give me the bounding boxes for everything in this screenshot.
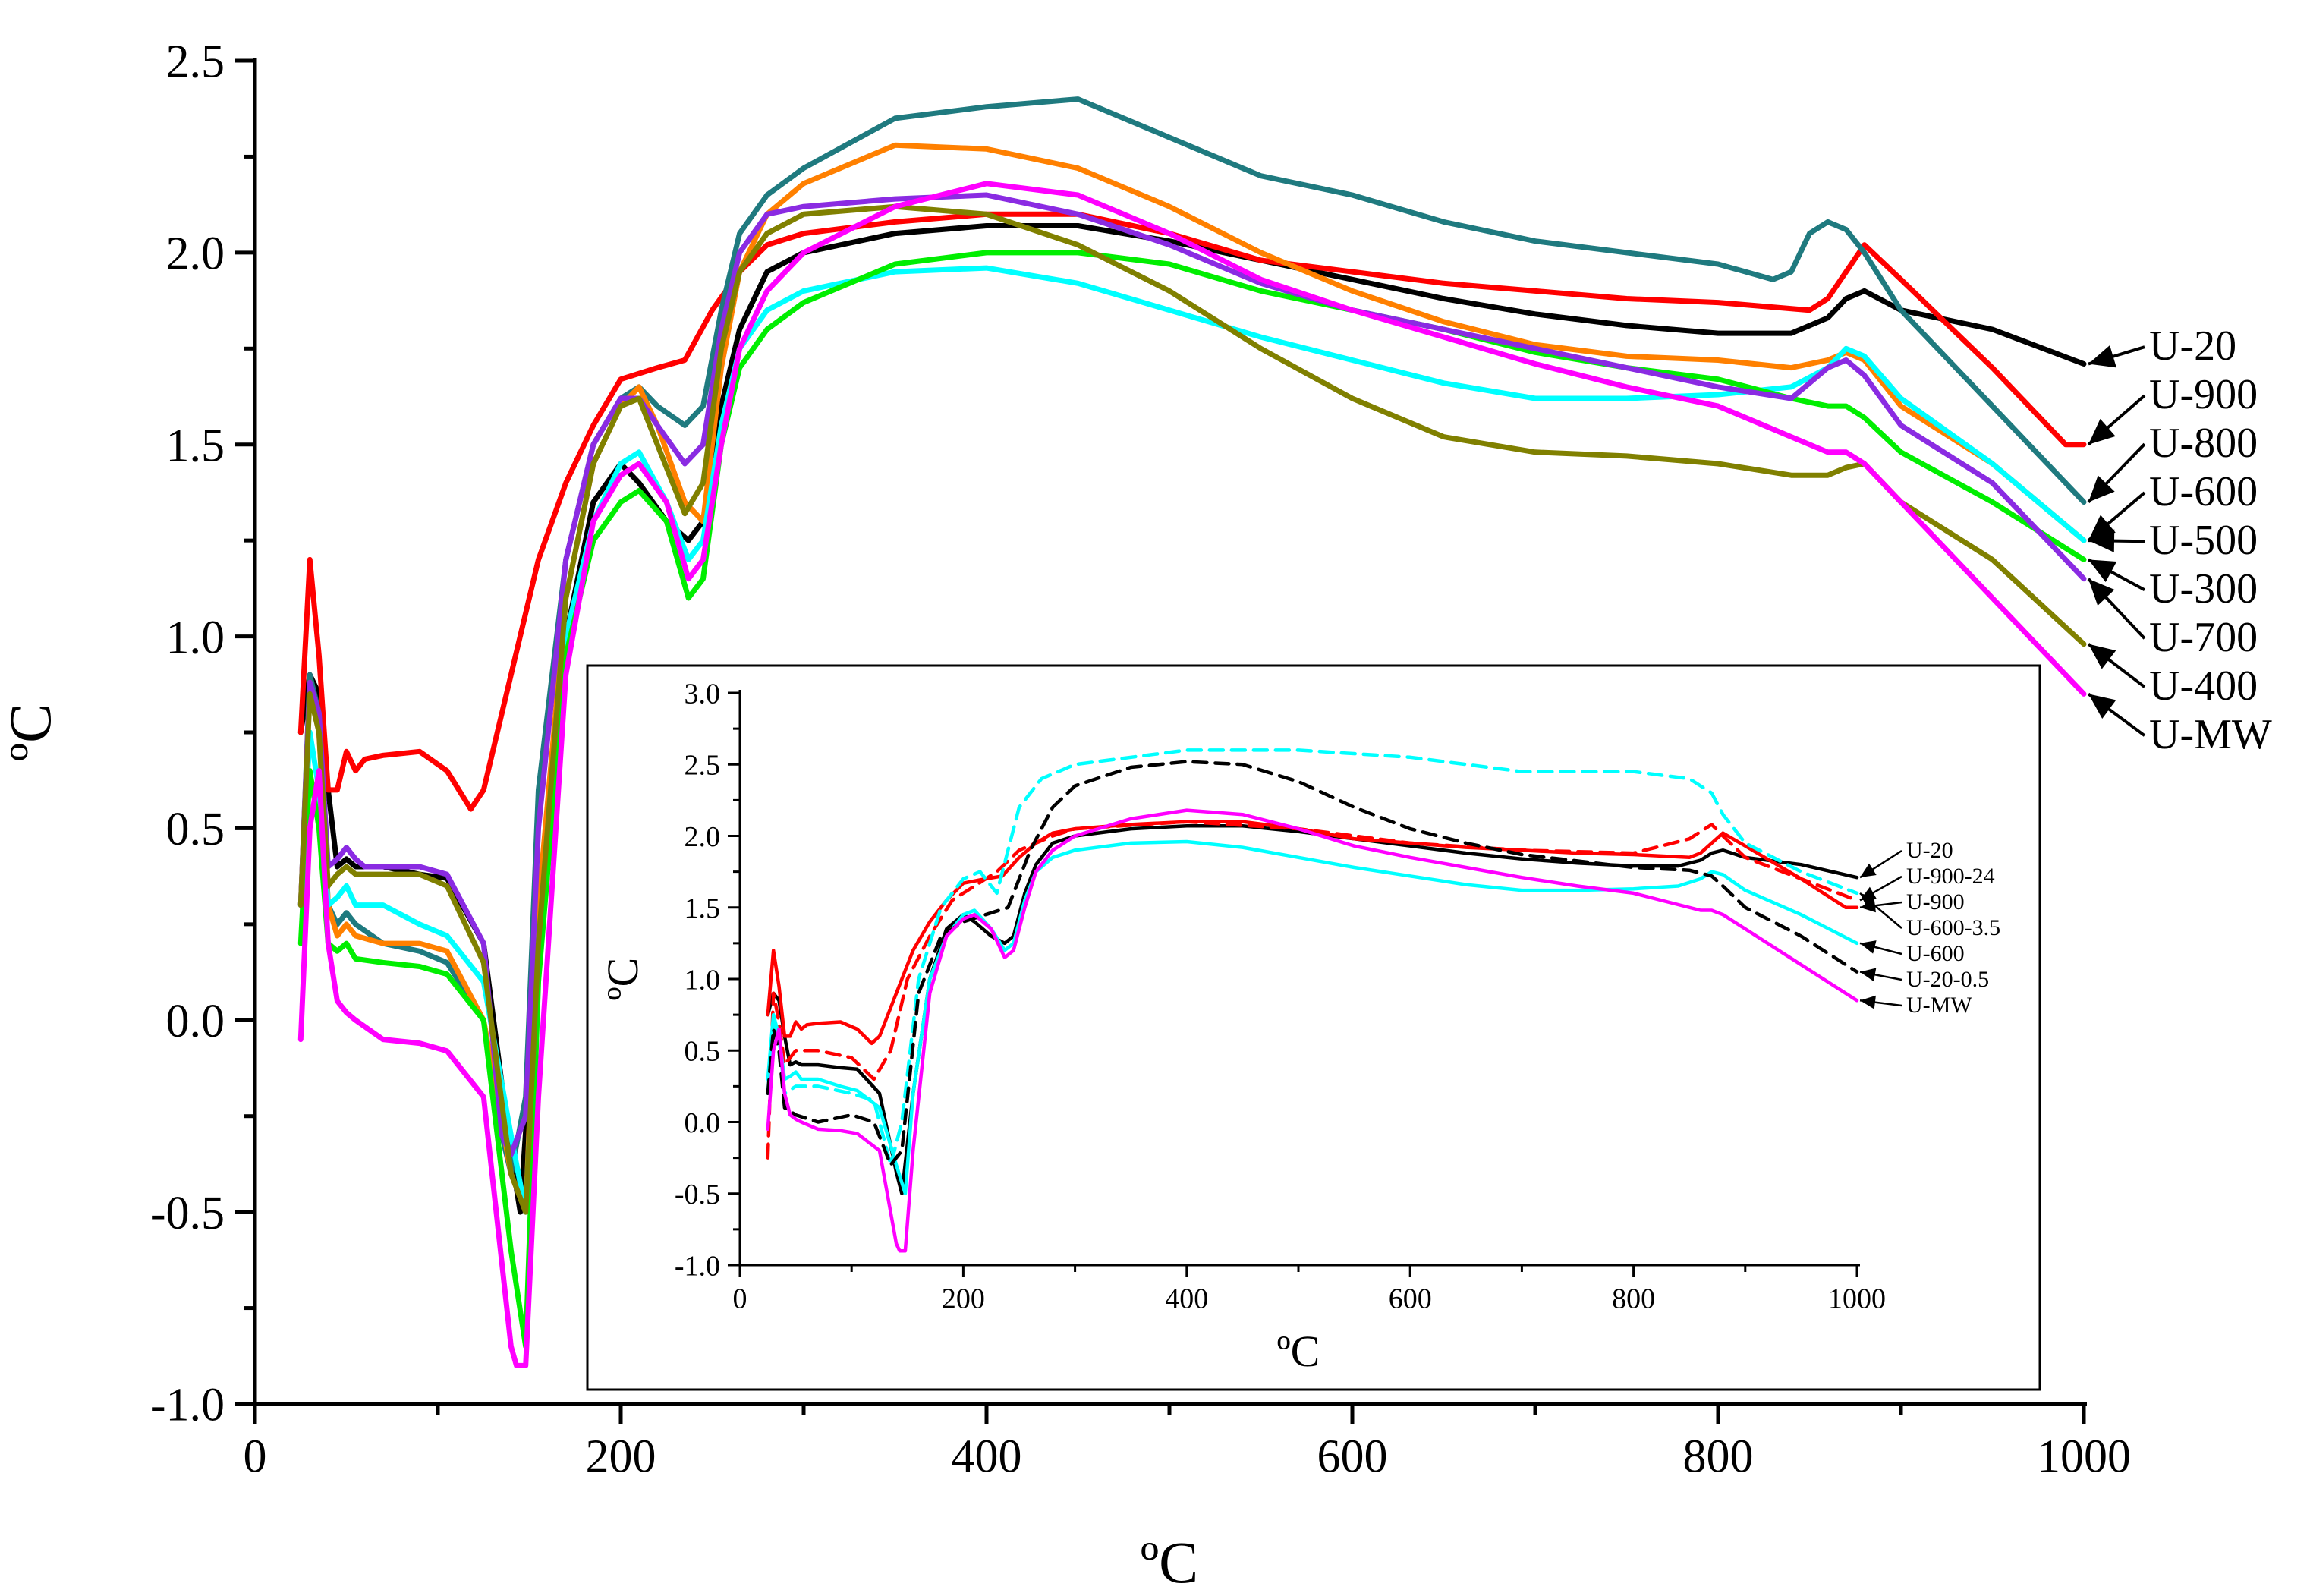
series-line-u-mw bbox=[297, 181, 2087, 1368]
y-tick-label: 2.0 bbox=[166, 228, 225, 280]
x-tick-label: 400 bbox=[1165, 1283, 1208, 1314]
y-tick-label: -1.0 bbox=[675, 1250, 720, 1282]
series-line-u-900-24 bbox=[766, 820, 1859, 1160]
y-tick-label: 1.0 bbox=[685, 964, 721, 996]
inset-frame bbox=[586, 664, 2041, 1391]
arrow-head bbox=[2088, 418, 2116, 445]
arrow-head bbox=[2088, 644, 2116, 669]
series-line-u-20 bbox=[766, 824, 1859, 1196]
series-line-u-600-3.5 bbox=[766, 748, 1859, 1167]
arrow-head bbox=[1860, 863, 1877, 878]
series-label: U-600 bbox=[1906, 941, 1965, 966]
series-line-u-500 bbox=[297, 265, 2087, 1215]
series-line-u-400 bbox=[297, 203, 2087, 1215]
y-tick-label: 2.0 bbox=[685, 821, 721, 853]
series-label: U-500 bbox=[2149, 517, 2258, 564]
arrow-head bbox=[1860, 940, 1877, 954]
y-tick-label: 1.5 bbox=[685, 892, 721, 924]
series-label: U-MW bbox=[1906, 993, 1972, 1018]
y-tick-label: 0.5 bbox=[166, 804, 225, 855]
series-line-u-900 bbox=[766, 820, 1859, 1046]
y-tick-label: 0.0 bbox=[685, 1107, 721, 1139]
series-label: U-600 bbox=[2149, 468, 2258, 515]
y-tick-label: 1.5 bbox=[166, 420, 225, 471]
series-line-u-600 bbox=[766, 839, 1859, 1196]
y-axis-title: ºC bbox=[598, 958, 647, 1001]
x-tick-label: 0 bbox=[244, 1431, 267, 1483]
series-label: U-MW bbox=[2149, 711, 2272, 758]
series-line-u-700 bbox=[297, 192, 2087, 1157]
y-axis-title: ºC bbox=[0, 704, 63, 761]
arrow-head bbox=[1860, 968, 1877, 982]
series-label: U-20 bbox=[1906, 838, 1953, 863]
y-tick-label: 0.0 bbox=[166, 996, 225, 1047]
arrow-head bbox=[2088, 578, 2115, 606]
x-tick-label: 400 bbox=[952, 1431, 1022, 1483]
series-line-u-600 bbox=[297, 142, 2087, 1215]
y-tick-label: -0.5 bbox=[150, 1188, 225, 1239]
y-tick-label: -0.5 bbox=[675, 1179, 720, 1210]
x-tick-label: 1000 bbox=[1828, 1283, 1886, 1314]
x-tick-label: 0 bbox=[733, 1283, 747, 1314]
series-line-u-20-0.5 bbox=[766, 760, 1859, 1167]
y-tick-label: -1.0 bbox=[150, 1380, 225, 1431]
x-tick-label: 800 bbox=[1612, 1283, 1655, 1314]
x-tick-label: 600 bbox=[1389, 1283, 1432, 1314]
y-tick-label: 3.0 bbox=[685, 678, 721, 710]
arrow-head bbox=[2088, 475, 2115, 502]
x-tick-label: 600 bbox=[1317, 1431, 1388, 1483]
arrow-head bbox=[2088, 345, 2116, 368]
series-label: U-700 bbox=[2149, 614, 2258, 661]
series-label: U-900 bbox=[1906, 889, 1965, 914]
x-tick-label: 1000 bbox=[2037, 1431, 2131, 1483]
series-label: U-20 bbox=[2149, 323, 2236, 370]
y-tick-label: 2.5 bbox=[166, 36, 225, 88]
x-tick-label: 800 bbox=[1683, 1431, 1754, 1483]
arrow-head bbox=[2088, 529, 2115, 552]
main-plot: -1.0 -0.5 0.0 0.5 1.0 1.5 2.0 2.5 0 200 400 600 800 1… bbox=[0, 36, 2272, 1595]
series-label: U-20-0.5 bbox=[1906, 967, 1989, 992]
arrow-head bbox=[2088, 694, 2116, 719]
arrow-head bbox=[1860, 995, 1876, 1009]
x-axis-title: ºC bbox=[1277, 1327, 1320, 1376]
y-tick-label: 0.5 bbox=[685, 1036, 721, 1068]
y-tick-label: 2.5 bbox=[685, 750, 721, 782]
y-tick-label: 1.0 bbox=[166, 612, 225, 663]
series-line-u-mw bbox=[766, 808, 1859, 1253]
arrow-head bbox=[2088, 559, 2117, 583]
x-tick-label: 200 bbox=[586, 1431, 656, 1483]
series-label: U-900 bbox=[2149, 371, 2258, 418]
series-label: U-600-3.5 bbox=[1906, 915, 2000, 940]
x-tick-label: 200 bbox=[942, 1283, 985, 1314]
series-label: U-300 bbox=[2149, 565, 2258, 612]
series-label: U-800 bbox=[2149, 420, 2258, 467]
inset-plot: -1.0 -0.5 0.0 0.5 1.0 1.5 2.0 2.5 3.0 0 200 400 600 8… bbox=[586, 664, 2041, 1391]
x-axis-title: ºC bbox=[1141, 1529, 1198, 1595]
series-label: U-400 bbox=[2149, 663, 2258, 710]
series-label: U-900-24 bbox=[1906, 864, 1995, 889]
arrow-head bbox=[1860, 892, 1877, 908]
